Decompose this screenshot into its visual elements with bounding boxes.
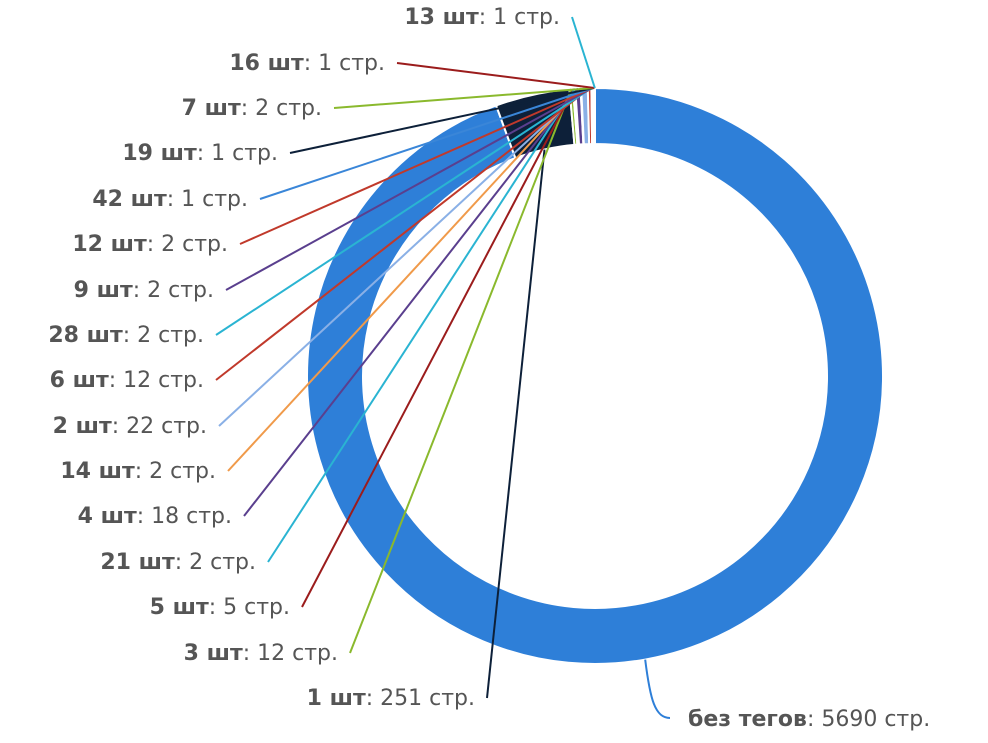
leader-line bbox=[239, 87, 594, 245]
slice-pages: : 1 стр. bbox=[479, 5, 560, 30]
slice-pages: : 2 стр. bbox=[147, 232, 228, 257]
slice-count: без тегов bbox=[688, 707, 807, 732]
leader-line bbox=[301, 88, 575, 608]
leader-line bbox=[225, 87, 593, 291]
slice-pages: : 12 стр. bbox=[243, 641, 338, 666]
slice-pages: : 22 стр. bbox=[112, 414, 207, 439]
leader-line bbox=[267, 88, 576, 563]
slice-pages: : 12 стр. bbox=[109, 368, 204, 393]
label-leader-lines bbox=[215, 16, 671, 719]
slice-count: 19 шт bbox=[122, 141, 197, 166]
slice-label: 42 шт: 1 стр. bbox=[92, 187, 248, 212]
slice-label: 19 шт: 1 стр. bbox=[122, 141, 278, 166]
slice-label: 1 шт: 251 стр. bbox=[307, 686, 475, 711]
slice-count: 28 шт bbox=[48, 323, 123, 348]
leader-line bbox=[215, 87, 593, 336]
leader-line bbox=[243, 87, 579, 517]
slice-count: 6 шт bbox=[50, 368, 109, 393]
slice-pages: : 1 стр. bbox=[167, 187, 248, 212]
pie-slice bbox=[306, 86, 884, 665]
slice-count: 7 шт bbox=[182, 96, 241, 121]
slice-label: 3 шт: 12 стр. bbox=[184, 641, 338, 666]
slice-count: 21 шт bbox=[100, 550, 175, 575]
slice-count: 5 шт bbox=[150, 595, 209, 620]
leader-line bbox=[396, 62, 595, 89]
leader-line bbox=[486, 149, 546, 699]
slice-count: 9 шт bbox=[74, 278, 133, 303]
slice-pages: : 1 стр. bbox=[197, 141, 278, 166]
leader-line bbox=[289, 87, 594, 154]
slice-label: 16 шт: 1 стр. bbox=[229, 51, 385, 76]
slice-label: 14 шт: 2 стр. bbox=[60, 459, 216, 484]
slice-pages: : 2 стр. bbox=[133, 278, 214, 303]
slice-count: 1 шт bbox=[307, 686, 366, 711]
slice-label: 28 шт: 2 стр. bbox=[48, 323, 204, 348]
slice-label: 13 шт: 1 стр. bbox=[404, 5, 560, 30]
slice-count: 16 шт bbox=[229, 51, 304, 76]
slice-label: 4 шт: 18 стр. bbox=[78, 504, 232, 529]
slice-count: 14 шт bbox=[60, 459, 135, 484]
donut-slices bbox=[306, 86, 884, 665]
slice-count: 42 шт bbox=[92, 187, 167, 212]
slice-pages: : 251 стр. bbox=[366, 686, 475, 711]
leader-line bbox=[218, 87, 586, 427]
slice-count: 2 шт bbox=[53, 414, 112, 439]
slice-label: без тегов: 5690 стр. bbox=[688, 707, 930, 732]
slice-pages: : 5 стр. bbox=[209, 595, 290, 620]
slice-labels: без тегов: 5690 стр.1 шт: 251 стр.3 шт: … bbox=[48, 5, 930, 732]
leader-line bbox=[259, 87, 594, 200]
slice-pages: : 5690 стр. bbox=[807, 707, 930, 732]
slice-label: 12 шт: 2 стр. bbox=[72, 232, 228, 257]
slice-pages: : 1 стр. bbox=[304, 51, 385, 76]
slice-pages: : 2 стр. bbox=[123, 323, 204, 348]
slice-pages: : 2 стр. bbox=[135, 459, 216, 484]
slice-count: 12 шт bbox=[72, 232, 147, 257]
slice-label: 9 шт: 2 стр. bbox=[74, 278, 214, 303]
slice-count: 4 шт bbox=[78, 504, 137, 529]
leader-line bbox=[571, 16, 596, 89]
slice-pages: : 18 стр. bbox=[137, 504, 232, 529]
slice-label: 7 шт: 2 стр. bbox=[182, 96, 322, 121]
leader-line bbox=[215, 87, 591, 381]
slice-count: 3 шт bbox=[184, 641, 243, 666]
leader-line bbox=[227, 87, 582, 472]
slice-label: 2 шт: 22 стр. bbox=[53, 414, 207, 439]
slice-label: 5 шт: 5 стр. bbox=[150, 595, 290, 620]
slice-pages: : 2 стр. bbox=[175, 550, 256, 575]
slice-count: 13 шт bbox=[404, 5, 479, 30]
leader-line bbox=[333, 87, 595, 109]
slice-label: 6 шт: 12 стр. bbox=[50, 368, 204, 393]
slice-label: 21 шт: 2 стр. bbox=[100, 550, 256, 575]
leader-line bbox=[644, 659, 671, 719]
slice-pages: : 2 стр. bbox=[241, 96, 322, 121]
leader-line bbox=[349, 88, 573, 654]
